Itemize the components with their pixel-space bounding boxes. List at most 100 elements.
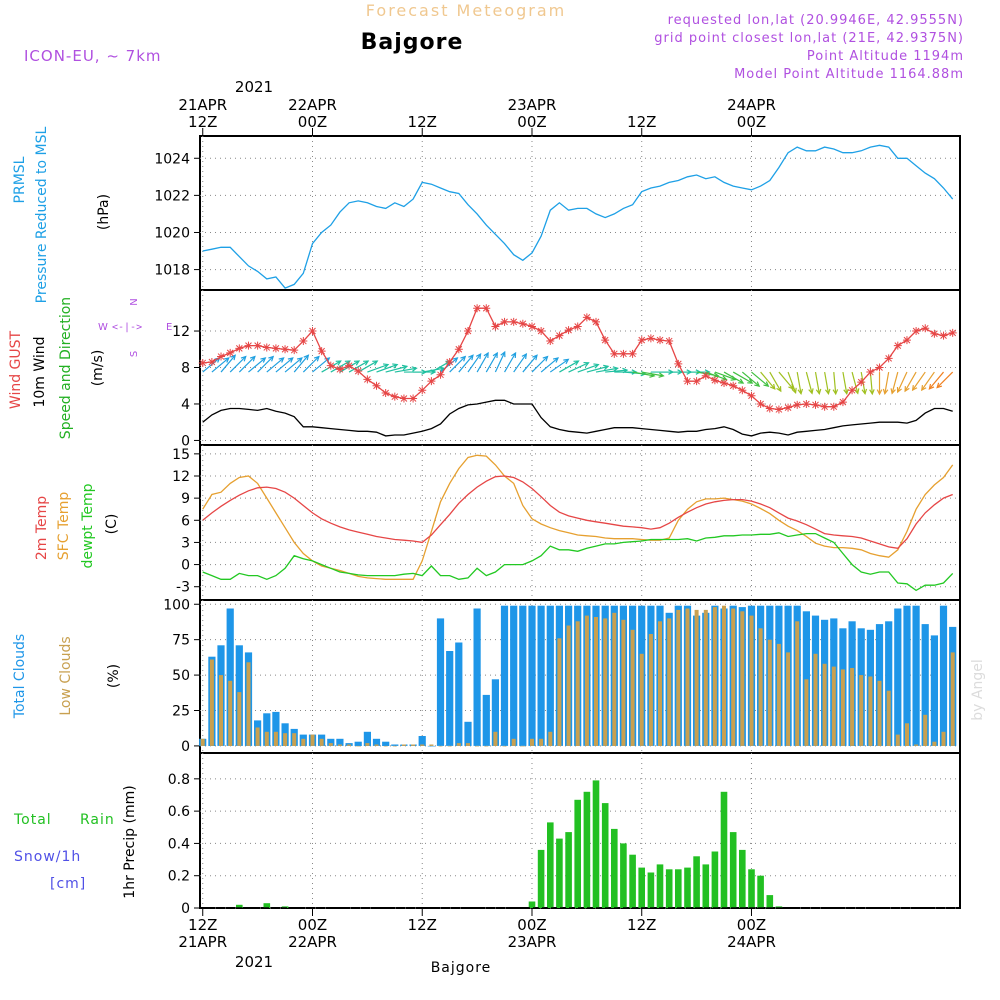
low-cloud-bar — [594, 617, 598, 746]
low-cloud-bar — [502, 745, 507, 747]
low-cloud-bar — [566, 625, 571, 746]
bottom-hour-label: 00Z — [737, 916, 766, 934]
total-cloud-bar — [354, 741, 362, 746]
top-hour-label: 00Z — [737, 113, 766, 131]
top-year-label: 2021 — [235, 78, 273, 96]
wind-arrow-head — [335, 360, 342, 366]
gust-marker — [454, 345, 463, 354]
wind-arrow — [312, 357, 330, 373]
wind-arrow-head — [754, 381, 761, 388]
low-cloud-bar — [511, 738, 516, 746]
wind-arrow-head — [593, 363, 600, 369]
gust-marker — [793, 400, 802, 409]
wind-arrow-head — [788, 383, 794, 390]
low-cloud-bar — [712, 607, 717, 746]
gust-marker — [491, 322, 500, 331]
gust-marker — [381, 389, 390, 398]
gust-marker — [299, 337, 308, 346]
gust-marker — [509, 317, 518, 326]
wind-arrow — [760, 371, 776, 390]
model-label: ICON-EU, ~ 7km — [24, 47, 162, 65]
wind-gust-label: Wind GUST — [8, 330, 24, 409]
total-cloud-bar — [528, 605, 536, 746]
gust-marker — [527, 322, 536, 331]
total-cloud-bar — [546, 605, 554, 746]
total-cloud-bar — [464, 721, 472, 746]
wind-arrow-head — [882, 388, 889, 396]
wind-arrow-head — [612, 366, 619, 372]
wind-arrow-head — [492, 351, 498, 359]
wind-arrow-head — [468, 354, 474, 361]
wind-arrow-head — [904, 386, 910, 393]
wind-arrow-head — [344, 360, 351, 366]
wind-dir-label: Speed and Direction — [58, 297, 74, 439]
wind-arrow — [275, 357, 294, 373]
low-cloud-bar — [328, 743, 333, 746]
low-cloud-bar — [539, 738, 544, 746]
bottom-date-label: 24APR — [727, 933, 776, 951]
top-hour-label: 00Z — [298, 113, 327, 131]
top-date-label: 21APR — [178, 96, 227, 114]
wind-arrow-head — [936, 382, 943, 389]
gust-marker — [317, 347, 326, 356]
gust-marker — [921, 324, 930, 333]
grid-point-coords: grid point closest lon,lat (21E, 42.9375… — [654, 31, 964, 46]
total-cloud-bar — [500, 605, 509, 746]
low-cloud-bar — [319, 738, 324, 746]
total-label: Total — [13, 812, 52, 828]
chart-title: Forecast Meteogram — [366, 1, 566, 20]
low-cloud-bar — [767, 639, 772, 746]
gust-marker — [866, 368, 875, 377]
wind-arrow-head — [853, 388, 860, 395]
low-cloud-bar — [776, 643, 781, 746]
low-cloud-bar — [456, 743, 461, 746]
low-cloud-bar — [621, 619, 626, 746]
y-tick-label: 0 — [181, 433, 190, 449]
precip-labels: Total Rain Snow/1h [cm] 1hr Precip (mm) — [13, 785, 138, 898]
total-cloud-bar — [263, 713, 271, 746]
low-cloud-bar — [795, 621, 800, 746]
wind-arrow-head — [747, 378, 754, 384]
temp-2m-line — [202, 475, 953, 549]
low-cloud-bar — [731, 608, 736, 746]
rain-label: Rain — [80, 812, 115, 828]
rain-bar — [693, 856, 700, 908]
snow-bar — [281, 906, 289, 908]
wind-arrow-head — [552, 357, 559, 363]
wind-arrow-head — [353, 360, 361, 366]
low-cloud-bar — [685, 608, 690, 746]
point-altitude: Point Altitude 1194m — [807, 49, 964, 64]
total-cloud-bar — [226, 608, 234, 746]
rain-bar — [684, 867, 691, 908]
total-cloud-bar — [336, 738, 344, 746]
gust-marker — [802, 399, 811, 408]
rain-bar — [757, 875, 764, 908]
gust-marker — [619, 349, 628, 358]
gust-marker — [747, 391, 756, 400]
gust-marker — [729, 381, 738, 390]
snow-bar — [263, 903, 271, 908]
total-cloud-bar — [912, 605, 920, 746]
y-tick-label: 15 — [172, 447, 190, 463]
wind-arrow-head — [563, 358, 570, 365]
low-cloud-bar — [365, 743, 370, 746]
wind-arrow — [476, 352, 489, 373]
wind-arrow — [723, 371, 744, 384]
top-date-label: 22APR — [288, 96, 337, 114]
wind-arrow — [904, 371, 917, 392]
gust-marker — [637, 336, 646, 345]
gust-marker — [893, 341, 902, 350]
wind-arrow-head — [278, 357, 285, 363]
compass-w: W — [98, 322, 108, 333]
wind-arrow-head — [721, 375, 728, 381]
low-cloud-bar — [337, 744, 342, 746]
low-cloud-bar — [850, 668, 855, 746]
low-cloud-bar — [905, 723, 909, 746]
rain-bar — [766, 895, 774, 908]
rain-bar — [647, 872, 655, 908]
wind-arrow — [238, 356, 256, 373]
gust-marker — [445, 358, 454, 367]
wind-arrow-head — [861, 388, 868, 396]
rain-bar — [592, 780, 600, 908]
